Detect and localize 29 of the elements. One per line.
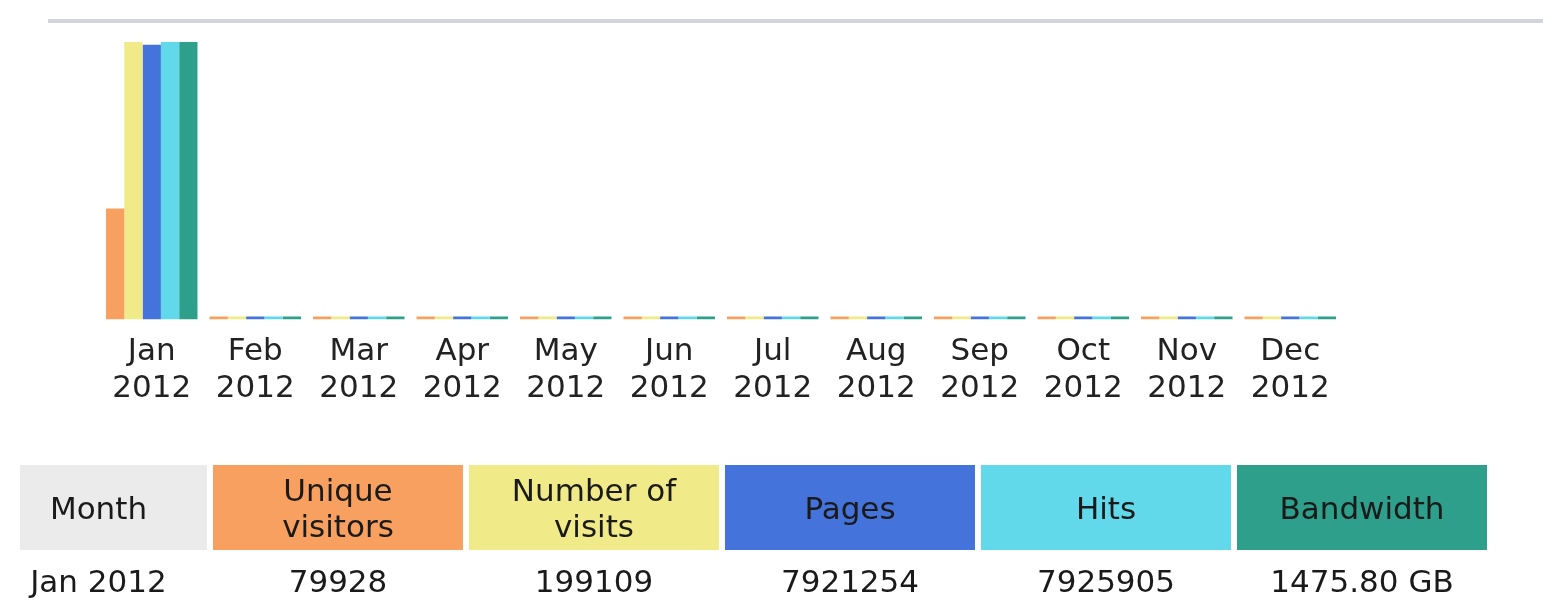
text: Bandwidth [1237, 465, 1487, 550]
x-tick-label: May 2012 [526, 331, 606, 405]
x-tick-label: Nov 2012 [1147, 331, 1227, 405]
text: 199109 [533, 562, 655, 601]
x-tick-label: Jul 2012 [733, 331, 813, 405]
text: Hits [981, 465, 1231, 550]
x-tick-label: Mar 2012 [319, 331, 399, 405]
text: Pages [725, 465, 975, 550]
text: Unique visitors [213, 465, 463, 550]
bar [124, 42, 143, 320]
bar [142, 44, 161, 320]
legend-title: Month [20, 465, 207, 550]
x-tick-label: Dec 2012 [1250, 331, 1330, 405]
x-tick-label: Sep 2012 [940, 331, 1020, 405]
text: 7925905 [1035, 562, 1177, 601]
bar [160, 42, 180, 320]
text: 7921254 [779, 562, 921, 601]
text: Number of visits [469, 465, 719, 550]
text: Jan 2012 [27, 562, 168, 601]
text: 79928 [287, 562, 389, 601]
x-tick-label: Feb 2012 [215, 331, 295, 405]
bar [106, 208, 125, 320]
x-tick-label: Jan 2012 [112, 331, 192, 405]
x-tick-label: Oct 2012 [1043, 331, 1123, 405]
bar [179, 42, 198, 320]
text: 1475.80 GB [1269, 562, 1455, 601]
x-tick-label: Apr 2012 [422, 331, 502, 405]
x-tick-label: Aug 2012 [836, 331, 916, 405]
x-tick-label: Jun 2012 [629, 331, 709, 405]
